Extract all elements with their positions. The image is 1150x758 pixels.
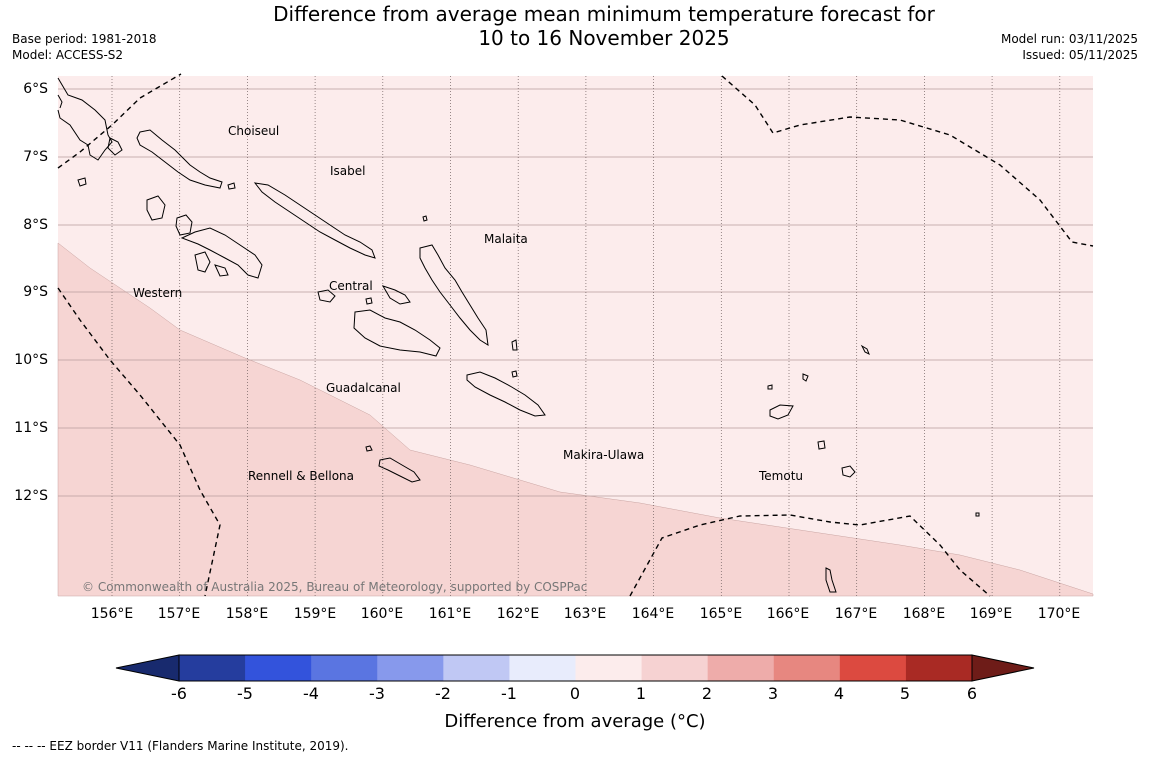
colorbar-tick-label: -3 xyxy=(362,685,392,703)
colorbar-swatch xyxy=(642,655,709,681)
colorbar-swatch xyxy=(311,655,378,681)
colorbar-label: Difference from average (°C) xyxy=(0,711,1150,732)
colorbar-swatch xyxy=(443,655,510,681)
colorbar-tick-label: -1 xyxy=(494,685,524,703)
colorbar-swatch xyxy=(906,655,973,681)
colorbar-tick-label: 6 xyxy=(957,685,987,703)
colorbar-swatch xyxy=(509,655,576,681)
eez-legend-note: -- -- -- EEZ border V11 (Flanders Marine… xyxy=(12,739,349,753)
colorbar-tick-label: 3 xyxy=(758,685,788,703)
colorbar-tick-label: 2 xyxy=(692,685,722,703)
colorbar-swatch xyxy=(377,655,444,681)
colorbar-under-arrow xyxy=(116,655,179,681)
colorbar-swatch xyxy=(179,655,246,681)
colorbar-swatch xyxy=(245,655,312,681)
colorbar-tick-label: 1 xyxy=(626,685,656,703)
colorbar-swatch xyxy=(774,655,841,681)
colorbar-tick-label: 5 xyxy=(890,685,920,703)
colorbar-tick-label: -4 xyxy=(296,685,326,703)
colorbar-tick-label: 0 xyxy=(560,685,590,703)
colorbar-swatch xyxy=(576,655,643,681)
colorbar-swatches xyxy=(179,655,973,681)
colorbar-tick-label: -2 xyxy=(428,685,458,703)
colorbar-over-arrow xyxy=(972,655,1034,681)
colorbar-swatch xyxy=(708,655,775,681)
colorbar-swatch xyxy=(840,655,907,681)
colorbar-tick-label: 4 xyxy=(824,685,854,703)
colorbar-tick-label: -5 xyxy=(230,685,260,703)
colorbar-tick-label: -6 xyxy=(164,685,194,703)
colorbar xyxy=(0,0,1150,700)
